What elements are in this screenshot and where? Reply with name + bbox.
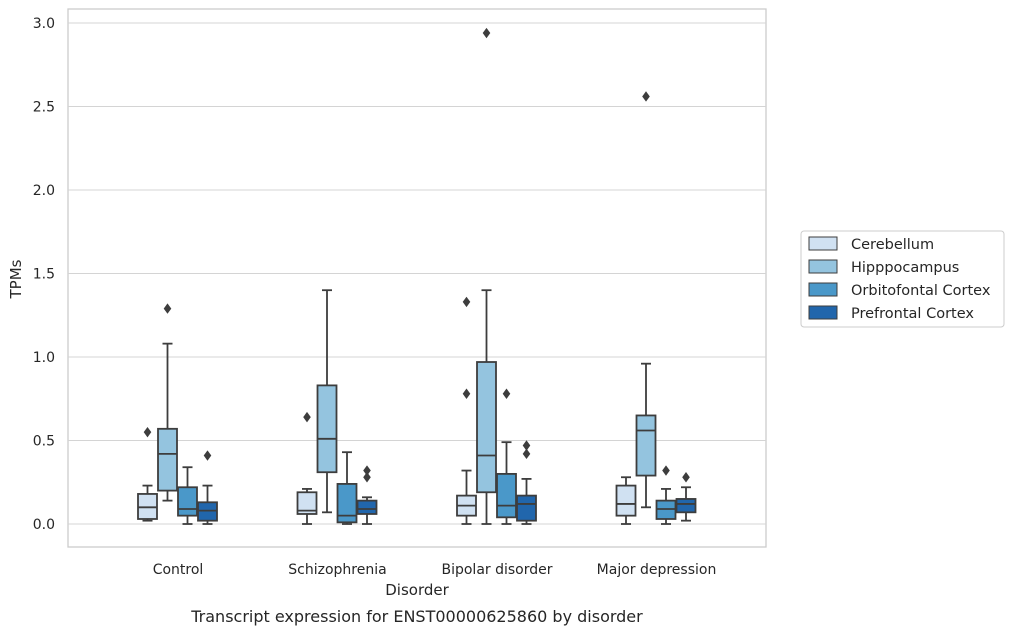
outlier-point <box>642 91 650 102</box>
legend-label: Cerebellum <box>851 237 934 253</box>
box-hipppocampus <box>157 303 178 502</box>
legend-label: Prefrontal Cortex <box>851 306 974 322</box>
box-iqr <box>356 499 378 515</box>
y-tick-label: 3.0 <box>33 16 55 32</box>
box-iqr <box>516 494 537 522</box>
box-hipppocampus <box>476 27 497 525</box>
box-prefrontal-cortex <box>516 440 537 525</box>
box-groups <box>137 27 697 525</box>
box-orbitofontal-cortex <box>496 388 517 525</box>
box-iqr <box>177 486 198 517</box>
box-iqr <box>157 427 178 492</box>
legend-swatch <box>808 259 838 274</box>
y-tick-label: 2.0 <box>33 183 55 199</box>
x-tick-label: Bipolar disorder <box>441 562 552 578</box>
legend-frame <box>800 230 1005 328</box>
outlier-point <box>363 465 371 476</box>
box-iqr <box>496 472 517 519</box>
box-orbitofontal-cortex <box>336 451 358 525</box>
legend: Cerebellum Hipppocampus Orbitofontal Corte… <box>800 230 1005 328</box>
outlier-point <box>522 448 531 460</box>
x-tick-label: Control <box>153 562 204 578</box>
box-cerebellum <box>615 476 637 525</box>
box-orbitofontal-cortex <box>177 466 198 525</box>
box-iqr <box>476 361 497 494</box>
box-orbitofontal-cortex <box>655 465 677 525</box>
box-iqr <box>316 384 338 474</box>
legend-swatch <box>808 236 838 251</box>
x-axis-label: Disorder <box>385 581 449 599</box>
x-tick-labels: Control Schizophrenia Bipolar disorder Majo… <box>153 562 717 578</box>
y-tick-label: 1.0 <box>33 350 55 366</box>
x-tick-label: Major depression <box>597 562 717 578</box>
outlier-point <box>363 472 371 483</box>
box-hipppocampus <box>635 91 657 509</box>
y-tick-label: 2.5 <box>33 100 55 116</box>
box-cerebellum <box>137 426 158 522</box>
box-iqr <box>675 498 697 514</box>
y-tick-label: 0.0 <box>33 517 55 533</box>
box-cerebellum <box>456 296 477 525</box>
outlier-point <box>462 388 471 399</box>
legend-label: Hipppocampus <box>851 260 959 276</box>
outlier-point <box>522 440 531 451</box>
x-tick-label: Schizophrenia <box>288 562 386 578</box>
box-iqr <box>615 484 637 517</box>
box-prefrontal-cortex <box>197 450 218 525</box>
outlier-point <box>303 411 311 423</box>
y-axis-label: TPMs <box>7 259 25 299</box>
box-hipppocampus <box>316 289 338 514</box>
outlier-point <box>662 465 670 476</box>
y-tick-label: 1.5 <box>33 267 55 283</box>
outlier-point <box>203 450 212 461</box>
legend-label: Orbitofontal Cortex <box>851 283 991 299</box>
y-tick-labels: 0.0 0.5 1.0 1.5 2.0 2.5 3.0 <box>33 16 55 533</box>
box-iqr <box>635 414 657 477</box>
outlier-point <box>682 472 690 483</box>
box-cerebellum <box>296 411 318 525</box>
box-iqr <box>296 491 318 515</box>
chart-caption: Transcript expression for ENST0000062586… <box>190 607 643 626</box>
outlier-point <box>163 303 172 314</box>
box-iqr <box>336 483 358 524</box>
box-prefrontal-cortex <box>356 465 378 525</box>
legend-swatch <box>808 282 838 297</box>
outlier-point <box>482 27 491 39</box>
legend-swatch <box>808 305 838 320</box>
outlier-point <box>502 388 511 399</box>
outlier-point <box>143 426 152 438</box>
outlier-point <box>462 296 471 308</box>
box-prefrontal-cortex <box>675 472 697 522</box>
y-tick-label: 0.5 <box>33 434 55 450</box>
